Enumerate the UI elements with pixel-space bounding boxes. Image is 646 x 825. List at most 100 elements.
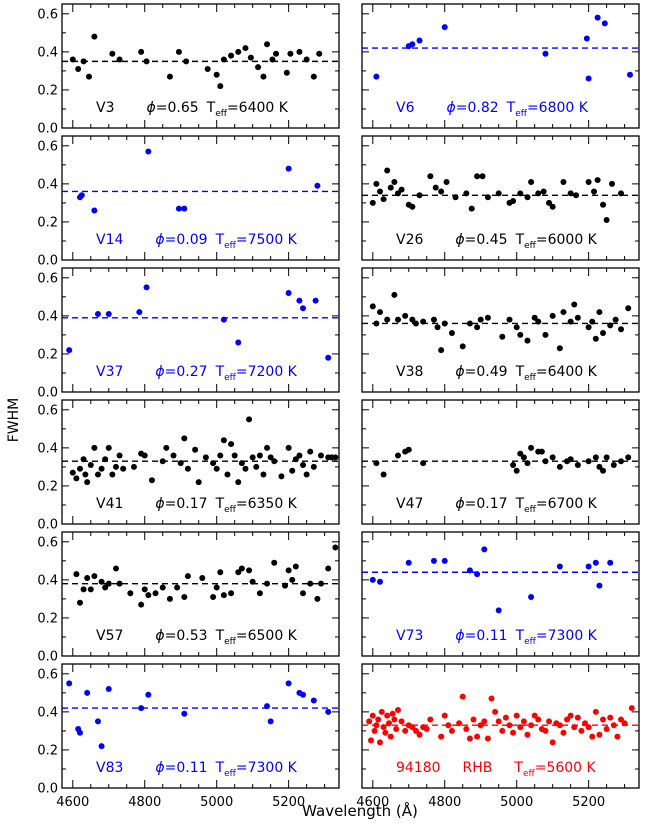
data-point [391, 291, 398, 298]
data-point [174, 584, 181, 591]
teff-value: =6400 K [227, 100, 289, 116]
data-point [499, 333, 506, 340]
teff-subscript: eff [524, 505, 537, 515]
data-point [181, 435, 188, 442]
data-point [181, 205, 188, 212]
data-point [102, 456, 109, 463]
panel-label: V73 ϕ=0.11 Teff=7300 K [396, 628, 598, 647]
data-point [535, 318, 542, 325]
data-point [80, 456, 87, 463]
data-point [199, 574, 206, 581]
y-tick-label: 0.0 [37, 782, 58, 797]
teff-subscript: eff [224, 505, 237, 515]
data-point [528, 444, 535, 451]
data-point [116, 580, 123, 587]
data-point [479, 173, 486, 180]
star-name: V83 [96, 760, 123, 776]
data-point [278, 473, 285, 480]
data-point [228, 52, 235, 59]
data-point [412, 320, 419, 327]
data-point [273, 50, 280, 57]
data-point [373, 320, 380, 327]
teff-subscript: eff [215, 109, 228, 119]
y-tick-label: 0.0 [37, 518, 58, 533]
teff-subscript: eff [524, 373, 537, 383]
data-point [296, 48, 303, 55]
data-point [76, 465, 83, 472]
data-point [502, 714, 509, 721]
data-point [373, 73, 380, 80]
data-point [289, 576, 296, 583]
data-point [592, 708, 599, 715]
data-point [332, 454, 339, 461]
star-class: RHB [463, 760, 493, 776]
data-point [94, 310, 101, 317]
data-point [94, 471, 101, 478]
data-point [300, 691, 307, 698]
data-point [603, 726, 610, 732]
data-point [385, 720, 392, 727]
data-point [246, 416, 253, 423]
data-point [477, 316, 484, 323]
data-point [441, 557, 448, 564]
data-point [517, 450, 524, 457]
data-point [84, 479, 91, 486]
teff-symbol: T [513, 760, 523, 776]
data-point [82, 471, 89, 478]
star-name: V26 [396, 232, 423, 248]
data-point [332, 544, 339, 551]
data-point [549, 203, 556, 210]
data-point [567, 456, 574, 463]
teff-symbol: T [515, 628, 525, 644]
phase-symbol: ϕ [455, 496, 464, 512]
data-point [574, 314, 581, 321]
data-point [538, 448, 545, 455]
data-point [181, 594, 188, 600]
y-tick-label: 0.6 [37, 535, 58, 550]
data-point [91, 573, 98, 580]
data-point [495, 607, 502, 614]
data-point [448, 330, 455, 336]
y-tick-label: 0.6 [37, 7, 58, 22]
data-point [269, 56, 276, 63]
star-name: V3 [96, 100, 114, 116]
y-tick-label: 0.4 [37, 177, 58, 192]
data-point [105, 310, 112, 317]
data-point [116, 452, 123, 459]
data-point [289, 467, 296, 474]
data-point [549, 454, 556, 461]
data-point [138, 48, 145, 55]
data-point [434, 324, 441, 331]
panel-v47: V47 ϕ=0.17 Teff=6700 K [361, 399, 640, 525]
panel-frame [61, 135, 340, 261]
data-point [387, 184, 394, 191]
y-tick-label: 0.2 [37, 347, 58, 362]
teff-value: =7300 K [536, 628, 598, 644]
data-point [531, 712, 538, 719]
y-tick-label: 0.4 [37, 705, 58, 720]
data-point [228, 441, 235, 448]
data-point [402, 312, 409, 319]
panel-v3: 0.0 0.2 0.4 0.6 V3 ϕ=0.65 Teff=6400 K [37, 3, 340, 137]
data-point [517, 190, 524, 197]
phase-value: =0.65 [156, 100, 199, 116]
teff-symbol: T [215, 760, 225, 776]
teff-value: =7500 K [236, 232, 298, 248]
data-point [376, 578, 383, 585]
data-point [271, 458, 278, 465]
panel-94180: 4600 4800 5000 5200 94180 RHB Teff=5600 K [356, 663, 640, 810]
data-point [463, 726, 470, 732]
data-point [589, 733, 596, 740]
star-name: V57 [96, 628, 123, 644]
data-point [366, 718, 373, 725]
teff-value: =7300 K [236, 760, 298, 776]
data-point [546, 718, 553, 725]
phase-symbol: ϕ [155, 760, 164, 776]
data-point [367, 737, 374, 744]
panel-v6: V6 ϕ=0.82 Teff=6800 K [361, 3, 640, 129]
data-point [585, 75, 592, 82]
data-point [310, 73, 317, 80]
teff-symbol: T [215, 496, 225, 512]
y-tick-label: 0.6 [37, 271, 58, 286]
data-point [601, 20, 608, 27]
